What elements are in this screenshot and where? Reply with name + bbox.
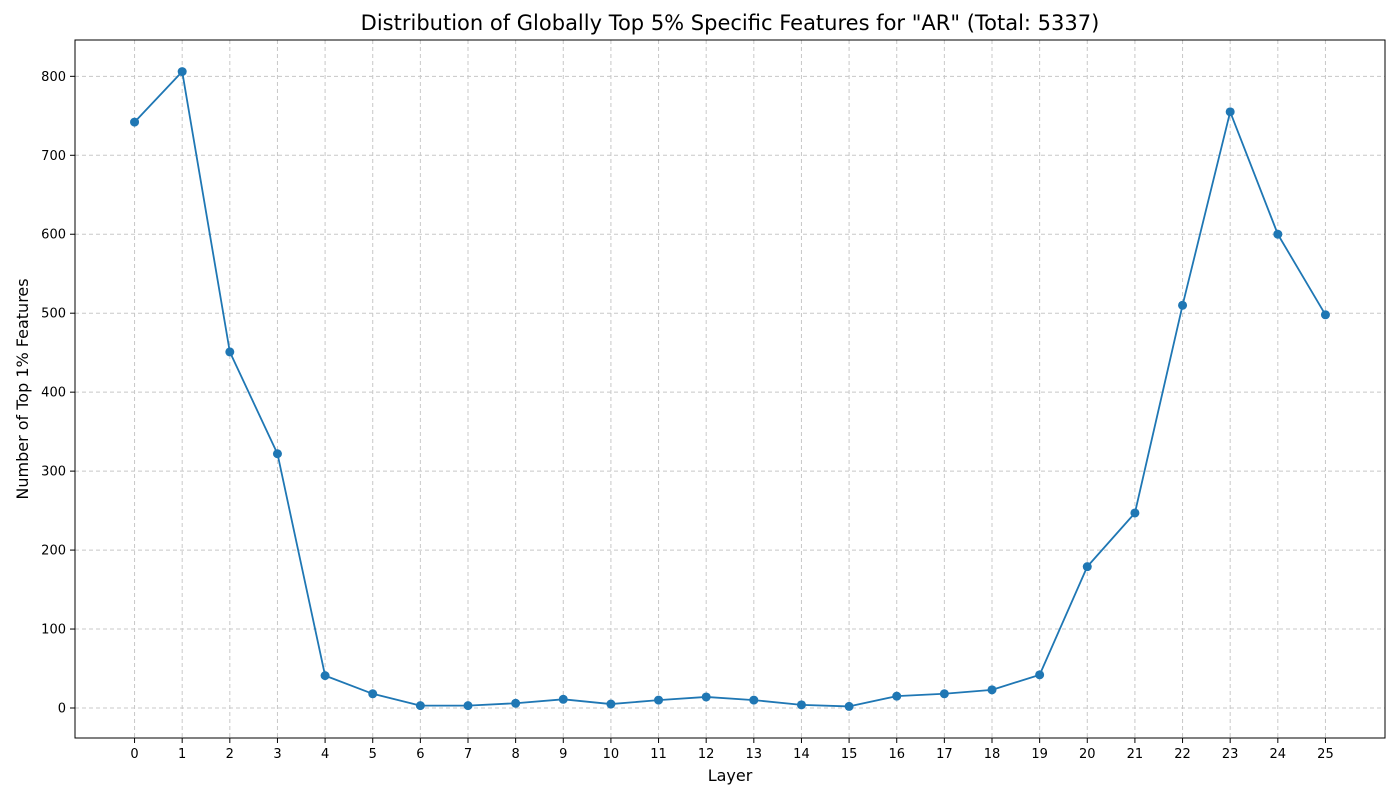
series-layer xyxy=(130,67,1330,711)
data-point xyxy=(1273,229,1283,239)
plot-frame xyxy=(74,39,1386,739)
y-tick-label: 200 xyxy=(41,544,66,559)
x-tick-label: 15 xyxy=(841,747,858,762)
y-tick-label: 500 xyxy=(41,307,66,322)
x-tick-label: 2 xyxy=(226,747,234,762)
data-point xyxy=(558,694,568,704)
data-point xyxy=(177,67,187,77)
data-point xyxy=(1225,107,1235,117)
data-point xyxy=(463,701,473,711)
x-tick-label: 12 xyxy=(698,747,715,762)
data-point xyxy=(225,347,235,357)
x-tick-label: 23 xyxy=(1222,747,1239,762)
x-tick-label: 8 xyxy=(511,747,519,762)
data-point xyxy=(844,701,854,711)
data-point xyxy=(701,692,711,702)
y-axis-label: Number of Top 1% Features xyxy=(13,278,32,499)
data-point xyxy=(272,449,282,459)
chart-title: Distribution of Globally Top 5% Specific… xyxy=(361,11,1100,35)
data-point xyxy=(415,701,425,711)
y-tick-label: 300 xyxy=(41,465,66,480)
x-tick-label: 11 xyxy=(650,747,667,762)
series-line xyxy=(133,70,1327,708)
y-tick-label: 700 xyxy=(41,149,66,164)
grid xyxy=(75,40,1385,738)
x-tick-label: 5 xyxy=(369,747,377,762)
x-tick-label: 14 xyxy=(793,747,810,762)
x-tick-label: 4 xyxy=(321,747,329,762)
x-tick-label: 17 xyxy=(936,747,953,762)
data-point xyxy=(1178,300,1188,310)
data-point xyxy=(606,699,616,709)
x-tick-label: 9 xyxy=(559,747,567,762)
y-tick-label: 800 xyxy=(41,70,66,85)
data-point xyxy=(796,700,806,710)
data-point xyxy=(892,691,902,701)
y-tick-label: 0 xyxy=(58,701,66,716)
data-point xyxy=(368,689,378,699)
data-point xyxy=(1320,310,1330,320)
x-tick-label: 3 xyxy=(273,747,281,762)
data-point xyxy=(130,117,140,127)
y-tick-label: 100 xyxy=(41,623,66,638)
x-tick-label: 22 xyxy=(1174,747,1191,762)
data-point xyxy=(1082,562,1092,572)
x-tick-label: 7 xyxy=(464,747,472,762)
x-tick-label: 1 xyxy=(178,747,186,762)
x-tick-label: 21 xyxy=(1127,747,1144,762)
data-point xyxy=(1035,670,1045,680)
x-axis-label: Layer xyxy=(708,766,753,785)
data-point xyxy=(1130,508,1140,518)
x-tick-label: 10 xyxy=(603,747,620,762)
x-tick-label: 19 xyxy=(1031,747,1048,762)
y-tick-label: 400 xyxy=(41,386,66,401)
data-point xyxy=(320,671,330,681)
data-point xyxy=(511,698,521,708)
x-tick-label: 6 xyxy=(416,747,424,762)
data-point xyxy=(654,695,664,705)
x-tick-label: 20 xyxy=(1079,747,1096,762)
data-point xyxy=(987,685,997,695)
x-tick-label: 16 xyxy=(888,747,905,762)
data-point xyxy=(939,689,949,699)
y-tick-label: 600 xyxy=(41,228,66,243)
x-tick-label: 18 xyxy=(984,747,1001,762)
data-point xyxy=(749,695,759,705)
x-tick-label: 25 xyxy=(1317,747,1334,762)
axes: 0 1 2 3 4 5 6 7 8 9 10 11 12 13 14 15 16 17 18 19 20 21 22 23 24… xyxy=(41,70,1334,762)
x-tick-label: 24 xyxy=(1270,747,1287,762)
x-tick-label: 0 xyxy=(130,747,138,762)
x-tick-label: 13 xyxy=(746,747,763,762)
